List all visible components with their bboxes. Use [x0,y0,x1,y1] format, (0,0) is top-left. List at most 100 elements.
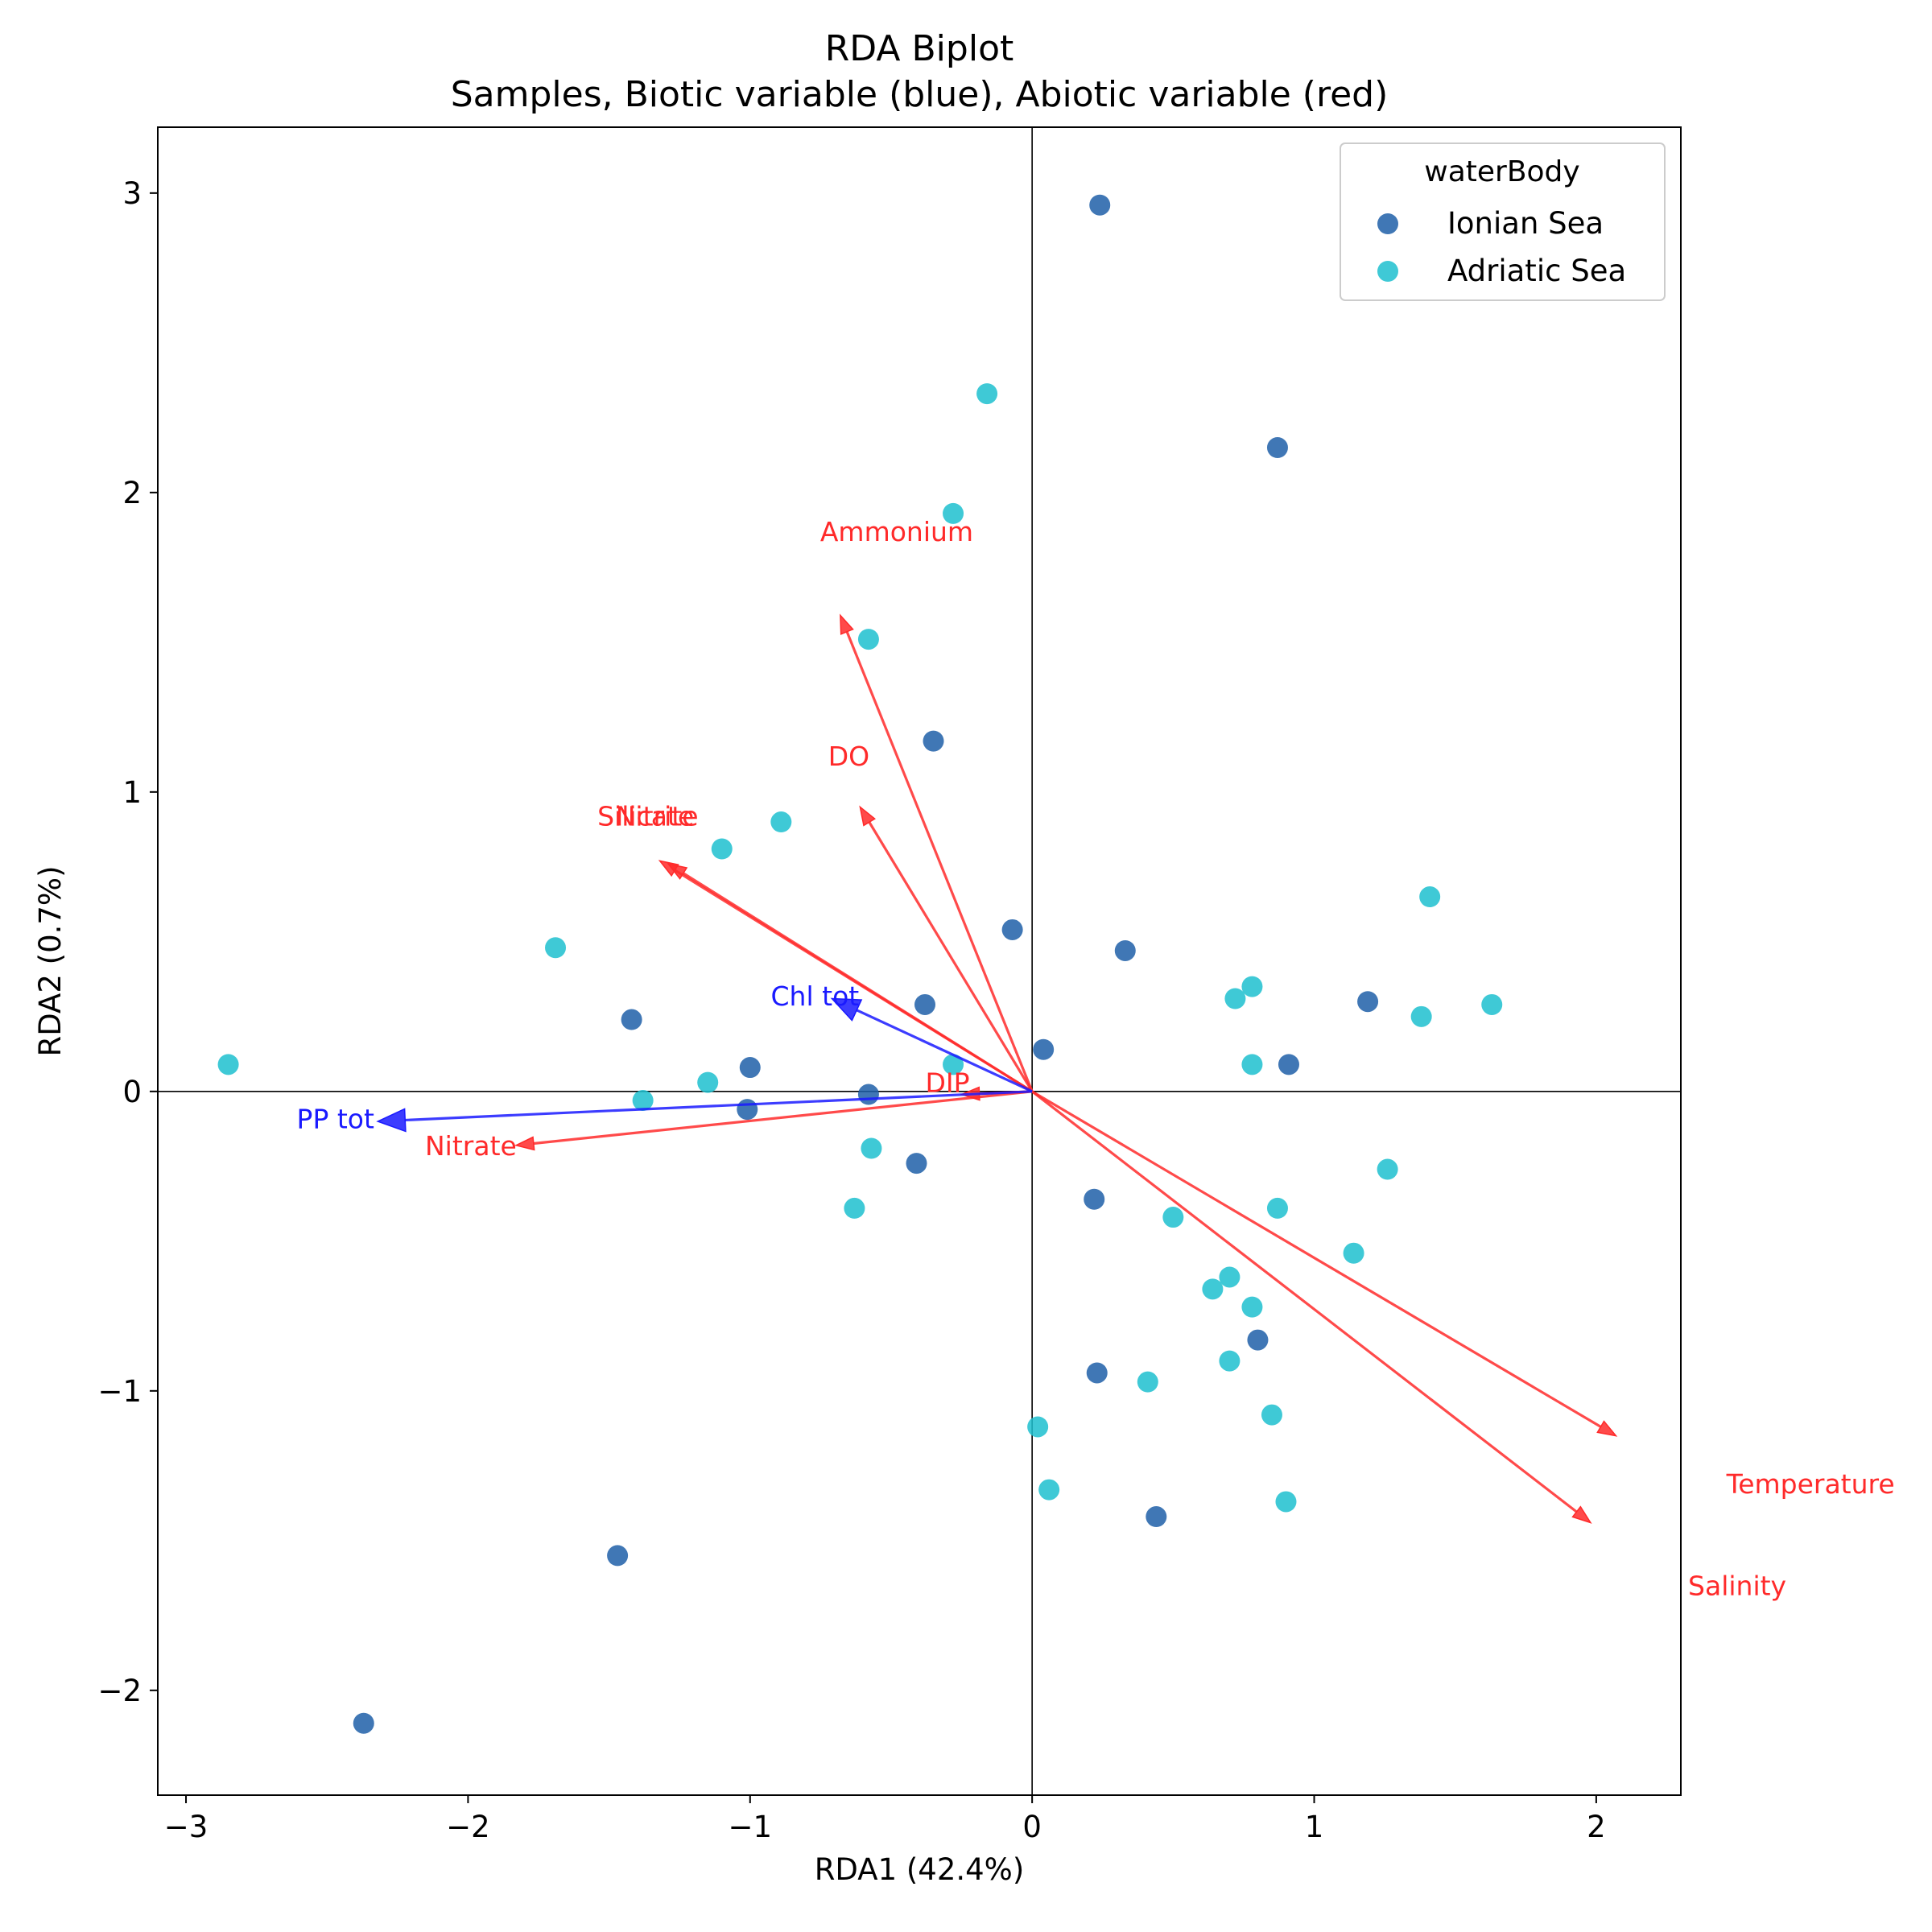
sample-point-ionian-sea [1089,194,1111,216]
vector-nitrate [533,1090,1033,1146]
sample-point-adriatic-sea [1377,1158,1398,1180]
x-axis-label: RDA1 (42.4%) [815,1852,1025,1887]
legend-marker-adriatic-sea [1377,261,1398,282]
sample-point-adriatic-sea [545,937,567,959]
sample-point-adriatic-sea [943,502,964,524]
vector-salinity [1031,1090,1578,1513]
sample-point-adriatic-sea [1410,1005,1432,1027]
sample-point-adriatic-sea [1219,1266,1241,1288]
sample-points [217,194,1503,1734]
sample-point-adriatic-sea [1481,993,1503,1015]
sample-point-ionian-sea [737,1099,758,1121]
sample-point-adriatic-sea [1224,988,1246,1009]
legend-entry-ionian-sea: Ionian Sea [1447,206,1604,241]
sample-point-ionian-sea [1357,991,1379,1013]
legend-box [1340,142,1666,301]
sample-point-adriatic-sea [1241,976,1263,997]
sample-point-ionian-sea [1266,437,1288,459]
vector-label-pp-tot: PP tot [297,1103,374,1134]
x-tick-label: 0 [1022,1810,1042,1844]
sample-point-adriatic-sea [1027,1416,1049,1438]
sample-point-ionian-sea [1033,1038,1055,1060]
vector-label-silicate: Silicate [597,801,694,832]
sample-point-adriatic-sea [1202,1278,1224,1300]
vector-do [868,821,1034,1092]
vector-temperature [1031,1090,1602,1428]
y-tick-label: −2 [97,1674,142,1708]
sample-point-ionian-sea [739,1057,761,1079]
sample-point-adriatic-sea [1137,1371,1158,1393]
sample-point-ionian-sea [923,730,944,752]
sample-point-adriatic-sea [1261,1404,1282,1426]
sample-point-ionian-sea [1084,1188,1105,1210]
vector-label-chl-tot: Chl tot [771,980,860,1012]
vector-arrowhead-pp-tot [376,1108,407,1133]
sample-point-ionian-sea [1086,1362,1108,1384]
sample-point-adriatic-sea [632,1089,654,1111]
vector-label-nitrate: Nitrate [425,1130,517,1162]
legend-title: waterBody [1424,155,1579,188]
sample-point-ionian-sea [906,1153,927,1174]
x-tick-label: −2 [446,1810,490,1844]
y-axis-label: RDA2 (0.7%) [33,865,68,1056]
vector-arrowhead-chl-tot [830,997,863,1022]
y-tick-label: 1 [122,775,142,810]
chart-subtitle: Samples, Biotic variable (blue), Abiotic… [451,74,1389,115]
sample-point-adriatic-sea [1419,886,1441,908]
vector-arrowhead-nitrite [667,862,688,880]
y-tick-label: 3 [122,176,142,211]
sample-point-adriatic-sea [711,838,733,860]
vector-label-temperature: Temperature [1726,1468,1895,1500]
sample-point-adriatic-sea [1162,1207,1184,1228]
vector-label-salinity: Salinity [1688,1571,1786,1602]
sample-point-adriatic-sea [1343,1242,1364,1264]
vector-label-nitrite: Nitrite [616,801,699,832]
sample-point-adriatic-sea [857,629,879,650]
x-tick-label: −3 [164,1810,208,1844]
sample-point-adriatic-sea [861,1137,882,1159]
sample-point-adriatic-sea [1038,1479,1060,1501]
legend-marker-ionian-sea [1377,213,1398,234]
sample-point-ionian-sea [914,993,936,1015]
sample-point-adriatic-sea [943,1054,964,1075]
sample-point-ionian-sea [857,1084,879,1105]
chart-title: RDA Biplot [825,28,1014,69]
x-tick-label: 2 [1587,1810,1606,1844]
zero-axes [158,127,1681,1795]
sample-point-adriatic-sea [1241,1296,1263,1318]
sample-point-adriatic-sea [1266,1197,1288,1219]
vector-arrowhead-nitrate [514,1136,535,1151]
y-tick-label: −1 [97,1374,142,1409]
vector-arrowhead-ammonium [840,613,854,635]
vector-arrowhead-temperature [1596,1420,1618,1437]
sample-point-ionian-sea [353,1712,374,1734]
sample-point-ionian-sea [1146,1506,1167,1528]
sample-point-ionian-sea [1001,919,1023,940]
vector-label-do: DO [828,741,869,772]
vector-arrowhead-salinity [1571,1505,1592,1524]
sample-point-adriatic-sea [1275,1491,1297,1513]
vector-ammonium [845,631,1034,1092]
sample-point-adriatic-sea [844,1197,865,1219]
vector-nitrite [682,872,1033,1093]
vector-pp-tot [405,1090,1033,1122]
sample-point-adriatic-sea [976,383,998,405]
x-tick-label: −1 [729,1810,773,1844]
vector-arrowhead-do [859,805,876,827]
plot-area [157,126,1682,1796]
legend: waterBody Ionian Sea Adriatic Sea [1340,142,1666,301]
y-tick-label: 2 [122,476,142,510]
legend-entry-adriatic-sea: Adriatic Sea [1447,254,1626,288]
sample-point-ionian-sea [1114,939,1136,961]
sample-point-ionian-sea [621,1009,642,1030]
axis-ticks: −3 −2 −1 0 1 2 −2 −1 0 1 2 3 [97,176,1605,1844]
x-tick-label: 1 [1305,1810,1324,1844]
sample-point-ionian-sea [1278,1054,1299,1075]
sample-point-adriatic-sea [1241,1054,1263,1075]
sample-point-ionian-sea [1247,1329,1269,1351]
vector-label-dip: DIP [926,1067,970,1099]
vector-label-ammonium: Ammonium [820,516,973,547]
sample-point-adriatic-sea [1219,1350,1241,1372]
